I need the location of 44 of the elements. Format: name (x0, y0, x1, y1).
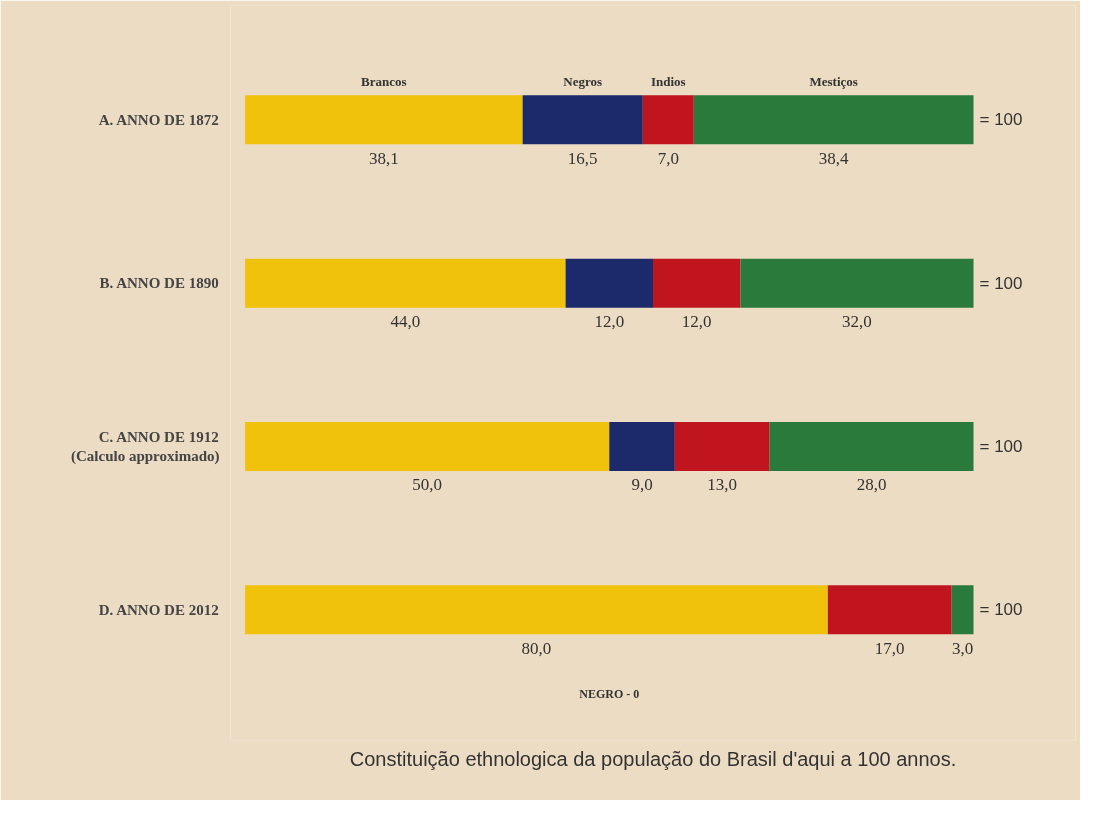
text: Constituição ethnologica da população do Brasil d'aqui a 100 annos. (349, 747, 957, 770)
annotation: NEGRO - 0 (579, 686, 640, 701)
bar (609, 422, 675, 471)
bar (653, 258, 741, 308)
y-tick-label: A. ANNO DE 1872 (98, 111, 219, 128)
series-label: Indios (650, 73, 686, 89)
data-label: 12,0 (681, 311, 712, 331)
bar (827, 585, 952, 635)
data-label: 32,0 (842, 311, 872, 331)
series-label: Negros (563, 73, 603, 89)
data-label: 13,0 (707, 475, 738, 495)
bar (245, 258, 566, 308)
text: = 100 (979, 600, 1023, 620)
bar (245, 422, 610, 471)
text: = 100 (979, 273, 1023, 293)
data-label: 12,0 (594, 311, 625, 331)
series-label: Mestiços (809, 73, 858, 89)
data-label: 17,0 (874, 638, 905, 658)
y-tick-label: C. ANNO DE 1912 (Calculo approximado) (71, 428, 220, 466)
bar (674, 422, 770, 471)
series-label: Brancos (361, 73, 407, 89)
bar (522, 95, 643, 145)
data-label: 50,0 (412, 475, 443, 495)
y-tick-label: B. ANNO DE 1890 (99, 275, 219, 292)
bar (245, 585, 828, 635)
data-label: 80,0 (521, 638, 552, 658)
y-tick-label: D. ANNO DE 2012 (98, 601, 219, 618)
data-label: 9,0 (631, 475, 653, 495)
text: = 100 (979, 110, 1023, 130)
data-label: 7,0 (657, 148, 679, 168)
bar (951, 585, 974, 635)
bar (740, 258, 974, 308)
bar (693, 95, 974, 145)
data-label: 44,0 (390, 311, 421, 331)
bar (245, 95, 523, 145)
data-label: 38,4 (818, 148, 850, 168)
data-label: 16,5 (567, 148, 598, 168)
bar (565, 258, 653, 308)
data-label: 28,0 (856, 475, 887, 495)
data-label: 3,0 (951, 638, 974, 658)
bar (642, 95, 694, 145)
data-label: 38,1 (368, 148, 399, 168)
text: = 100 (979, 437, 1023, 456)
bar (769, 422, 974, 471)
